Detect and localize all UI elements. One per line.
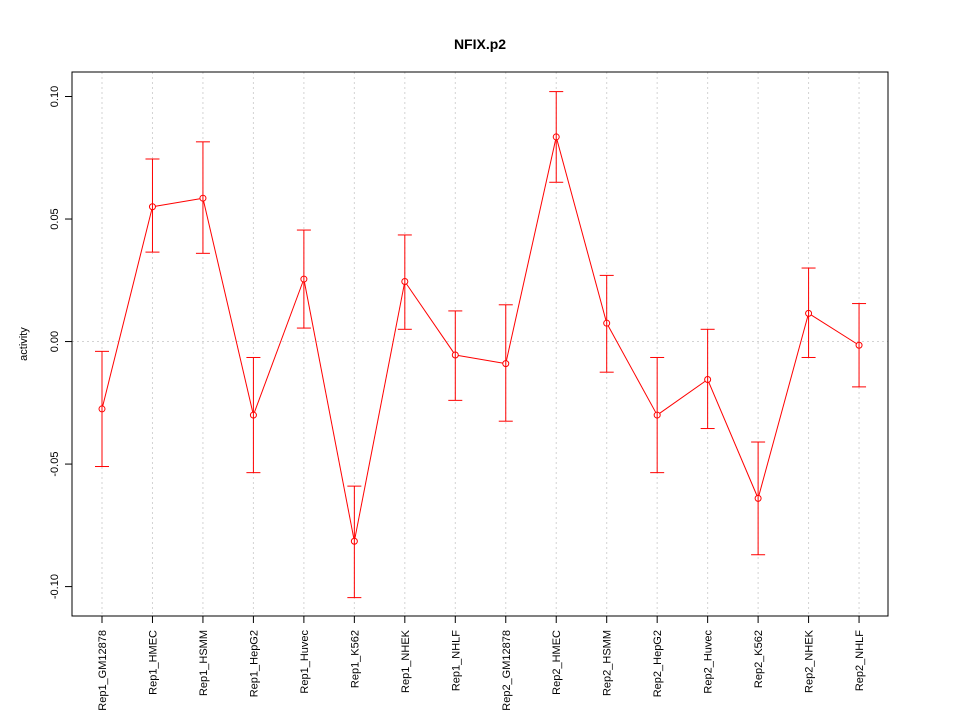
data-point [603, 319, 611, 327]
series-line-segment [708, 382, 758, 496]
x-tick-label: Rep2_HSMM [602, 630, 614, 696]
grid [72, 72, 888, 616]
y-axis-label: activity [18, 327, 30, 361]
series-line-segment [102, 209, 153, 407]
plot-frame [71, 71, 889, 617]
x-tick-label: Rep2_NHLF [854, 630, 866, 691]
data-point [552, 133, 560, 141]
series-line-segment [758, 316, 809, 496]
series-line-segment [253, 281, 304, 413]
series-line-segment [810, 314, 857, 345]
series-line-segment [203, 201, 254, 413]
data-point [199, 194, 207, 202]
data-point [98, 405, 106, 413]
series-line-segment [505, 139, 557, 361]
x-tick-label: Rep2_K562 [753, 630, 765, 688]
data-point [249, 411, 257, 419]
x-tick-label: Rep1_Huvec [299, 630, 311, 694]
x-tick-label: Rep1_HepG2 [248, 630, 260, 697]
data-point [653, 411, 661, 419]
x-tick-label: Rep2_NHEK [804, 629, 816, 693]
x-tick-label: Rep1_GM12878 [97, 630, 109, 711]
x-tick-label: Rep1_HMEC [147, 630, 159, 695]
y-tick-label: -0.10 [49, 574, 61, 599]
x-tick-label: Rep1_HSMM [198, 630, 210, 696]
series-line-segment [556, 139, 607, 321]
series-line-segment [659, 380, 706, 414]
data-point [502, 360, 510, 368]
x-tick-label: Rep2_Huvec [703, 630, 715, 694]
x-tick-label: Rep2_GM12878 [501, 630, 513, 711]
x-tick-label: Rep2_HMEC [551, 630, 563, 695]
y-tick-label: -0.05 [49, 452, 61, 477]
data-point [805, 309, 813, 317]
series-line-segment [354, 284, 405, 539]
x-tick-label: Rep1_K562 [349, 630, 361, 688]
series-line-segment [607, 325, 657, 413]
chart-title: NFIX.p2 [454, 36, 506, 52]
x-tick-label: Rep1_NHLF [450, 630, 462, 691]
data-point [350, 537, 358, 545]
data-point [401, 278, 409, 286]
series-line-segment [303, 281, 355, 539]
data-point [704, 376, 712, 384]
x-tick-label: Rep1_NHEK [400, 629, 412, 693]
data-series [95, 91, 867, 599]
y-tick-label: 0.00 [49, 331, 61, 352]
series-line-segment [155, 198, 201, 207]
series-line-segment [458, 355, 503, 364]
series-line-segment [406, 283, 455, 353]
data-point [754, 494, 762, 502]
axes: -0.10 -0.05 0.00 0.05 0.10 Rep1_GM12878 Rep1_H… [49, 86, 866, 711]
data-point [148, 203, 156, 211]
data-point [855, 341, 863, 349]
y-tick-label: 0.05 [49, 208, 61, 229]
x-tick-label: Rep2_HepG2 [652, 630, 664, 697]
data-point [300, 275, 308, 283]
y-tick-label: 0.10 [49, 86, 61, 107]
data-point [451, 351, 459, 359]
